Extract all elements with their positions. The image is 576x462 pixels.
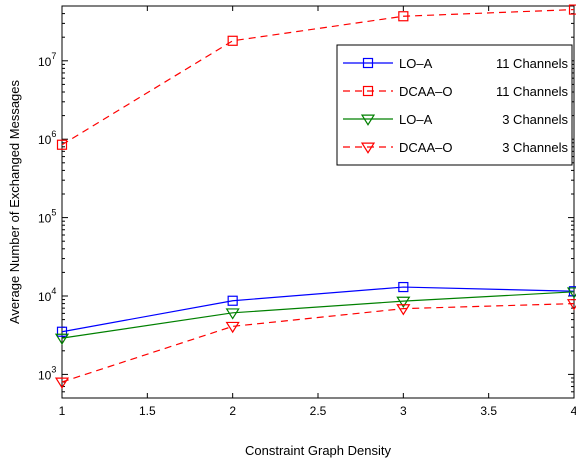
y-tick-label: 105 bbox=[38, 208, 56, 226]
y-tick-exponent: 6 bbox=[51, 129, 56, 139]
legend-entry: DCAA–O 11 Channels bbox=[343, 84, 568, 99]
data-point bbox=[225, 308, 240, 320]
y-tick-label: 106 bbox=[38, 129, 56, 147]
y-tick-label: 103 bbox=[38, 364, 56, 382]
data-point bbox=[396, 304, 411, 316]
y-tick-base: 10 bbox=[38, 133, 52, 147]
series-line bbox=[61, 291, 575, 339]
x-tick-label: 1.5 bbox=[139, 404, 156, 418]
data-point bbox=[398, 11, 409, 22]
y-tick-base: 10 bbox=[38, 368, 52, 382]
series-line bbox=[61, 302, 575, 383]
legend-entry: LO–A 3 Channels bbox=[343, 112, 568, 127]
legend-marker bbox=[362, 57, 374, 69]
y-tick-label: 104 bbox=[38, 286, 56, 304]
x-tick-label: 2 bbox=[229, 404, 236, 418]
legend-series-name: LO–A bbox=[399, 112, 433, 127]
legend-entry: LO–A 11 Channels bbox=[343, 56, 568, 71]
legend-series-name: DCAA–O bbox=[399, 84, 452, 99]
x-tick-label: 3.5 bbox=[480, 404, 497, 418]
series-line bbox=[61, 8, 575, 146]
y-tick-exponent: 7 bbox=[51, 51, 56, 61]
data-point bbox=[54, 377, 70, 389]
y-tick-exponent: 4 bbox=[51, 286, 56, 296]
series-0 bbox=[56, 281, 576, 337]
y-axis-label: Average Number of Exchanged Messages bbox=[7, 79, 22, 324]
data-point bbox=[398, 281, 409, 293]
legend-series-channels: 3 Channels bbox=[502, 140, 568, 155]
data-point bbox=[227, 35, 238, 46]
x-tick-label: 2.5 bbox=[310, 404, 327, 418]
data-point bbox=[56, 139, 68, 150]
legend-box bbox=[336, 44, 573, 166]
series-2 bbox=[54, 287, 576, 345]
legend-series-name: LO–A bbox=[399, 56, 433, 71]
series-1 bbox=[56, 4, 576, 150]
legend-entry: DCAA–O 3 Channels bbox=[343, 140, 568, 155]
data-point bbox=[568, 4, 576, 15]
x-tick-label: 3 bbox=[400, 404, 407, 418]
legend-series-name: DCAA–O bbox=[399, 140, 452, 155]
data-point bbox=[54, 333, 70, 345]
legend-series-channels: 3 Channels bbox=[502, 112, 568, 127]
y-tick-base: 10 bbox=[38, 290, 52, 304]
data-point bbox=[56, 326, 68, 337]
x-tick-label: 1 bbox=[59, 404, 66, 418]
legend-marker bbox=[362, 85, 374, 97]
legend-marker bbox=[360, 114, 376, 126]
legend-series-channels: 11 Channels bbox=[496, 84, 569, 99]
legend-series-channels: 11 Channels bbox=[496, 56, 569, 71]
y-tick-exponent: 3 bbox=[51, 364, 56, 374]
y-tick-exponent: 5 bbox=[51, 208, 56, 218]
y-tick-base: 10 bbox=[38, 55, 52, 69]
legend: LO–A 11 Channels DCAA–O 11 Channels LO–A 3 Ch… bbox=[336, 44, 573, 166]
data-point bbox=[225, 321, 240, 334]
legend-marker bbox=[360, 142, 376, 154]
data-point bbox=[566, 287, 576, 299]
y-tick-label: 107 bbox=[38, 51, 56, 69]
x-tick-label: 4 bbox=[571, 404, 576, 418]
plot-area bbox=[54, 4, 576, 389]
data-point bbox=[227, 295, 238, 306]
y-tick-base: 10 bbox=[38, 212, 52, 226]
series-line bbox=[61, 286, 575, 333]
data-point bbox=[396, 296, 411, 308]
series-3 bbox=[54, 299, 576, 389]
x-axis-label: Constraint Graph Density bbox=[245, 443, 391, 458]
data-point bbox=[566, 299, 576, 311]
